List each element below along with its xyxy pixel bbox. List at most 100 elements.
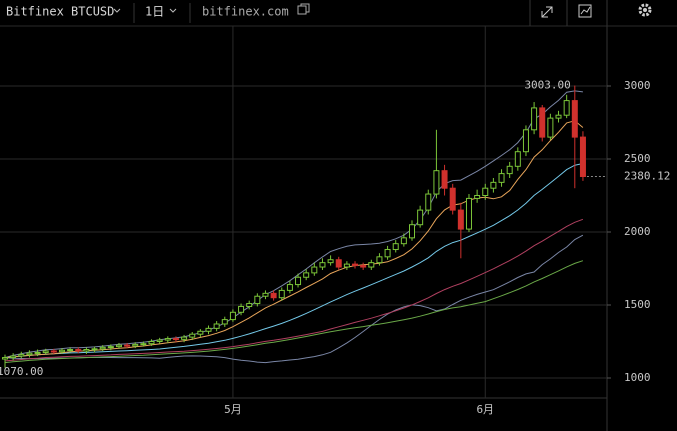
candle-body (465, 197, 472, 230)
candle-body (531, 107, 538, 131)
moving-average (4, 218, 584, 362)
candle-body (124, 344, 131, 347)
candle-body (579, 136, 586, 178)
candle-body (490, 181, 497, 189)
candle-body (67, 349, 74, 352)
candle-body (58, 349, 65, 353)
candle-body (10, 355, 17, 359)
candle-body (425, 193, 432, 211)
candle-body (189, 333, 196, 338)
candle-body (563, 100, 570, 116)
candle-body (457, 209, 464, 230)
candle-body (400, 237, 407, 245)
y-tick-label: 1500 (624, 298, 651, 311)
candle-body (83, 349, 90, 352)
candle-body (181, 336, 188, 340)
candle-body (140, 343, 147, 346)
interval-selector[interactable]: 1日 (145, 5, 164, 19)
candle-body (26, 352, 33, 356)
candle-body (221, 319, 228, 325)
candle-body (474, 195, 481, 199)
candle-body (278, 289, 285, 299)
candle-body (238, 305, 245, 313)
indicators-button[interactable] (578, 4, 592, 18)
moving-average (4, 120, 584, 359)
candle-body (571, 100, 578, 138)
candle-body (246, 303, 253, 307)
y-tick-label: 1000 (624, 371, 651, 384)
candle-body (148, 340, 155, 345)
candle-body (295, 276, 302, 286)
candle-body (335, 259, 342, 268)
candle-body (368, 262, 375, 268)
candle-body (197, 330, 204, 335)
candle-body (132, 343, 139, 347)
candle-body (311, 266, 318, 274)
candle-body (107, 346, 114, 349)
plot-area (0, 26, 607, 398)
bollinger-lower (4, 234, 584, 364)
candle-body (555, 114, 562, 119)
extreme-label: 1070.00 (0, 365, 43, 378)
y-tick-label: 3000 (624, 79, 651, 92)
candle-body (376, 256, 383, 264)
candle-body (522, 129, 529, 153)
candle-body (75, 349, 82, 352)
settings-icon (643, 8, 647, 12)
candle-body (352, 263, 359, 267)
settings-button[interactable] (638, 3, 652, 17)
x-tick-label: 5月 (224, 403, 242, 416)
candle-body (506, 165, 513, 175)
site-link[interactable]: bitfinex.com (202, 5, 289, 19)
candle-body (417, 209, 424, 226)
moving-average (4, 163, 584, 359)
candle-body (303, 272, 310, 278)
candle-body (50, 350, 57, 353)
candle-body (205, 327, 212, 332)
y-tick-label: 2500 (624, 152, 651, 165)
candle-body (156, 339, 163, 342)
popout-icon[interactable] (297, 3, 310, 15)
candle-body (229, 311, 236, 321)
candle-body (547, 117, 554, 138)
candle-body (164, 338, 171, 341)
candle-body (343, 263, 350, 268)
candle-body (498, 173, 505, 183)
candle-body (172, 338, 179, 341)
candle-body (270, 292, 277, 299)
y-tick-label: 2000 (624, 225, 651, 238)
candle-body (539, 107, 546, 138)
x-tick-label: 6月 (476, 403, 494, 416)
candle-body (319, 262, 326, 268)
bollinger-upper (4, 90, 583, 359)
candle-body (2, 357, 8, 360)
symbol-selector[interactable]: Bitfinex BTCUSD (6, 5, 114, 19)
candle-body (514, 151, 521, 167)
candle-body (42, 350, 49, 353)
candle-body (213, 323, 220, 329)
indicators-icon (580, 6, 591, 15)
moving-average (4, 260, 584, 364)
candle-body (262, 292, 269, 297)
candle-body (482, 187, 489, 197)
extreme-label: 3003.00 (524, 79, 570, 92)
candle-body (34, 351, 41, 354)
candle-body (409, 224, 415, 239)
chevron (169, 8, 177, 13)
candle-body (115, 344, 122, 348)
candle-body (384, 249, 391, 258)
candle-body (433, 170, 440, 195)
candle-body (254, 295, 261, 305)
candle-body (360, 265, 367, 268)
candle-body (449, 187, 456, 211)
fullscreen-button[interactable] (541, 6, 553, 18)
candle-body (99, 346, 106, 350)
candle-body (392, 243, 399, 251)
chevron (113, 8, 121, 13)
candle-body (91, 348, 98, 351)
candle-body (327, 259, 334, 264)
candle-body (441, 170, 448, 189)
